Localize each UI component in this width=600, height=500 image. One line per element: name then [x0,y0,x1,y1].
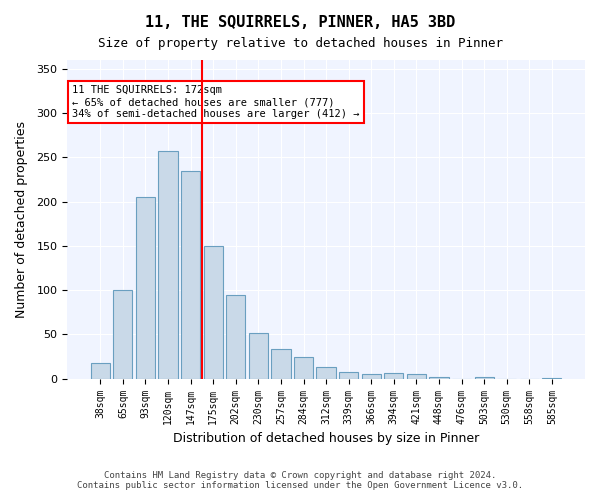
Y-axis label: Number of detached properties: Number of detached properties [15,121,28,318]
Bar [136,197,155,378]
X-axis label: Distribution of detached houses by size in Pinner: Distribution of detached houses by size … [173,432,479,445]
Bar [181,170,200,378]
Bar [91,363,110,378]
Bar [407,374,426,378]
Bar [113,290,133,378]
Bar [158,151,178,378]
Text: 11 THE SQUIRRELS: 172sqm
← 65% of detached houses are smaller (777)
34% of semi-: 11 THE SQUIRRELS: 172sqm ← 65% of detach… [73,86,360,118]
Bar [203,246,223,378]
Bar [294,356,313,378]
Bar [316,367,335,378]
Bar [271,350,290,378]
Bar [226,294,245,378]
Bar [475,377,494,378]
Text: Size of property relative to detached houses in Pinner: Size of property relative to detached ho… [97,38,503,51]
Text: 11, THE SQUIRRELS, PINNER, HA5 3BD: 11, THE SQUIRRELS, PINNER, HA5 3BD [145,15,455,30]
Text: Contains HM Land Registry data © Crown copyright and database right 2024.
Contai: Contains HM Land Registry data © Crown c… [77,470,523,490]
Bar [362,374,381,378]
Bar [339,372,358,378]
Bar [249,332,268,378]
Bar [384,374,403,378]
Bar [430,377,449,378]
